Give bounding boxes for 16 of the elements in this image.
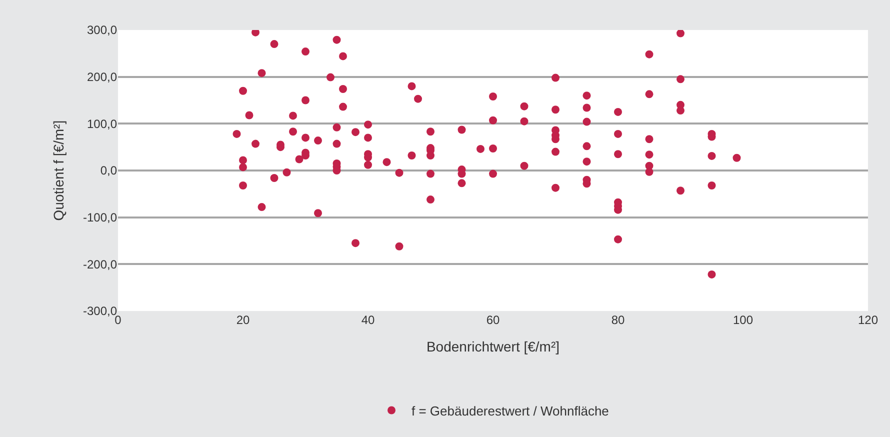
- x-axis-title: Bodenrichtwert [€/m²]: [426, 338, 560, 354]
- y-tick-label: 300,0: [86, 23, 118, 38]
- x-tick-label: 120: [858, 313, 878, 327]
- y-tick-label: 0,0: [100, 164, 118, 178]
- y-tick-label: 100,0: [86, 116, 118, 131]
- x-tick-label: 80: [611, 313, 625, 327]
- legend-label: f = Gebäuderestwert / Wohnfläche: [412, 403, 609, 418]
- x-tick-label: 0: [114, 313, 122, 327]
- y-tick-label: -100,0: [82, 210, 118, 225]
- y-tick-label: -200,0: [82, 257, 118, 272]
- y-axis-title: Quotient f [€/m²]: [50, 120, 67, 221]
- x-tick-label: 100: [732, 313, 754, 327]
- x-tick-label: 20: [236, 313, 250, 327]
- y-tick-label: 200,0: [86, 70, 118, 84]
- x-tick-label: 60: [486, 313, 500, 327]
- x-tick-label: 40: [361, 313, 375, 327]
